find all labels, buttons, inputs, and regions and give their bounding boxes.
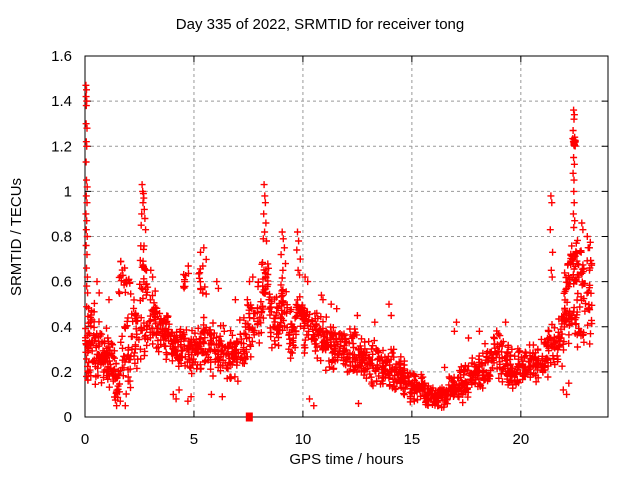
y-tick-label: 0.4 [51, 319, 72, 336]
x-tick-label: 15 [404, 431, 421, 448]
data-point-filled-square [245, 412, 253, 422]
y-tick-label: 1.6 [51, 48, 72, 65]
y-tick-label: 0.6 [51, 274, 72, 291]
y-tick-label: 0.8 [51, 229, 72, 246]
data-points [82, 81, 596, 411]
y-tick-label: 0 [64, 409, 72, 426]
x-tick-label: 0 [81, 431, 89, 448]
chart-title: Day 335 of 2022, SRMTID for receiver ton… [175, 16, 465, 33]
y-tick-label: 1 [64, 183, 72, 200]
x-tick-label: 5 [190, 431, 198, 448]
x-tick-label: 10 [295, 431, 312, 448]
x-axis-label: GPS time / hours [289, 451, 404, 468]
y-tick-label: 1.2 [51, 138, 72, 155]
x-tick-label: 20 [512, 431, 529, 448]
y-tick-label: 1.4 [51, 93, 72, 110]
y-tick-label: 0.2 [51, 364, 72, 381]
